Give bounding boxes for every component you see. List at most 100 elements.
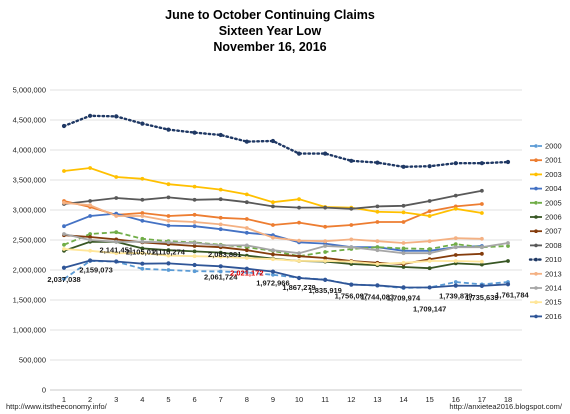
- series-point-2016: [192, 262, 197, 268]
- data-label: 1,709,147: [413, 304, 446, 313]
- data-label: 2,037,038: [47, 275, 80, 284]
- series-point-2006: [140, 246, 145, 251]
- series-point-2007: [323, 256, 328, 260]
- series-point-2010: [349, 158, 354, 163]
- footer-right-url[interactable]: http://anxietea2016.blogspot.com/: [449, 402, 562, 411]
- legend-label-2015: 2015: [545, 298, 562, 307]
- series-point-2016: [61, 265, 67, 270]
- series-point-2007: [271, 252, 275, 257]
- series-point-2006: [218, 250, 223, 255]
- legend-marker-2003: [534, 172, 538, 177]
- series-point-2014: [88, 238, 93, 242]
- series-point-2014: [140, 239, 145, 244]
- series-point-2013: [271, 235, 275, 240]
- data-label: 1,709,974: [387, 293, 421, 302]
- series-point-2001: [349, 223, 354, 227]
- series-point-2000: [166, 268, 171, 272]
- series-point-2016: [505, 282, 511, 287]
- series-point-2000: [140, 266, 145, 271]
- series-point-2015: [323, 259, 328, 263]
- series-point-2005: [140, 236, 145, 241]
- series-point-2005: [506, 244, 510, 248]
- x-tick-label: 10: [295, 395, 303, 404]
- data-label: 1,744,083: [361, 292, 394, 301]
- series-line-2016: [63, 259, 509, 289]
- series-point-2016: [270, 269, 276, 274]
- series-point-2006: [401, 265, 406, 269]
- series-point-2015: [479, 259, 484, 264]
- legend-marker-2006: [534, 215, 538, 219]
- series-point-2016: [427, 285, 432, 290]
- series-point-2001: [271, 223, 275, 227]
- series-point-2008: [244, 200, 249, 205]
- series-point-2015: [88, 248, 93, 253]
- x-tick-label: 2: [88, 395, 92, 404]
- series-point-2013: [192, 220, 197, 224]
- chart-title-line-1: June to October Continuing Claims: [165, 8, 375, 22]
- data-label: 2,021,172: [230, 269, 263, 278]
- series-point-2004: [218, 227, 223, 232]
- y-tick-label: 0: [42, 386, 46, 395]
- x-tick-label: 9: [271, 395, 275, 404]
- series-point-2016: [140, 261, 145, 266]
- series-point-2016: [479, 283, 484, 288]
- series-point-2010: [323, 151, 328, 156]
- series-point-2016: [349, 282, 354, 287]
- series-point-2015: [62, 247, 66, 251]
- data-label: 2,105,011: [126, 248, 159, 257]
- series-point-2015: [297, 259, 301, 263]
- footer-left-url[interactable]: http://www.itstheeconomy.info/: [6, 402, 108, 411]
- legend-label-2014: 2014: [545, 284, 562, 293]
- series-point-2000: [271, 272, 275, 277]
- series-point-2000: [453, 280, 458, 284]
- series-point-2014: [166, 240, 171, 245]
- series-point-2013: [427, 239, 432, 244]
- legend-label-2003: 2003: [545, 170, 562, 179]
- x-tick-label: 7: [219, 395, 223, 404]
- series-point-2008: [323, 205, 328, 210]
- series-point-2001: [375, 220, 380, 224]
- series-point-2015: [349, 259, 354, 264]
- series-point-2003: [244, 192, 249, 197]
- data-label: 1,972,966: [256, 279, 289, 288]
- series-point-2015: [427, 259, 432, 263]
- data-label: 1,761,784: [495, 290, 529, 299]
- series-point-2014: [427, 251, 432, 256]
- series-line-2010: [62, 114, 510, 169]
- series-point-2014: [453, 245, 458, 250]
- series-point-2016: [375, 283, 380, 288]
- x-tick-label: 3: [114, 395, 118, 404]
- series-point-2003: [479, 211, 484, 215]
- legend: 2000 2001 2003 2004 2005 2006 2007 2008 2010 2013…: [528, 142, 562, 321]
- series-point-2004: [166, 223, 171, 228]
- data-label: 1,735,639: [465, 293, 498, 302]
- series-point-2005: [401, 246, 406, 251]
- series-point-2008: [140, 197, 145, 202]
- series-point-2014: [401, 251, 406, 256]
- series-point-2013: [140, 214, 145, 218]
- series-point-2008: [166, 195, 171, 200]
- series-point-2016: [244, 266, 249, 271]
- series-point-2014: [244, 243, 249, 248]
- series-point-2004: [88, 214, 93, 218]
- series-point-2015: [375, 262, 380, 266]
- series-point-2015: [140, 251, 145, 256]
- legend-label-2008: 2008: [545, 241, 562, 250]
- series-point-2014: [114, 239, 119, 244]
- legend-marker-2016: [534, 314, 538, 319]
- series-point-2008: [271, 204, 275, 209]
- series-point-2008: [427, 199, 432, 203]
- series-point-2010: [505, 159, 511, 165]
- series-point-2004: [192, 224, 197, 229]
- x-tick-label: 1: [62, 395, 66, 404]
- legend-label-2006: 2006: [545, 213, 562, 222]
- series-point-2016: [401, 285, 406, 290]
- x-tick-label: 5: [166, 395, 170, 404]
- legend-label-2000: 2000: [545, 142, 562, 151]
- series-point-2001: [218, 215, 223, 220]
- series-point-2013: [297, 238, 301, 243]
- series-point-2010: [401, 164, 406, 169]
- series-point-2004: [140, 218, 145, 223]
- series-point-2010: [375, 160, 380, 165]
- series-point-2010: [218, 132, 223, 138]
